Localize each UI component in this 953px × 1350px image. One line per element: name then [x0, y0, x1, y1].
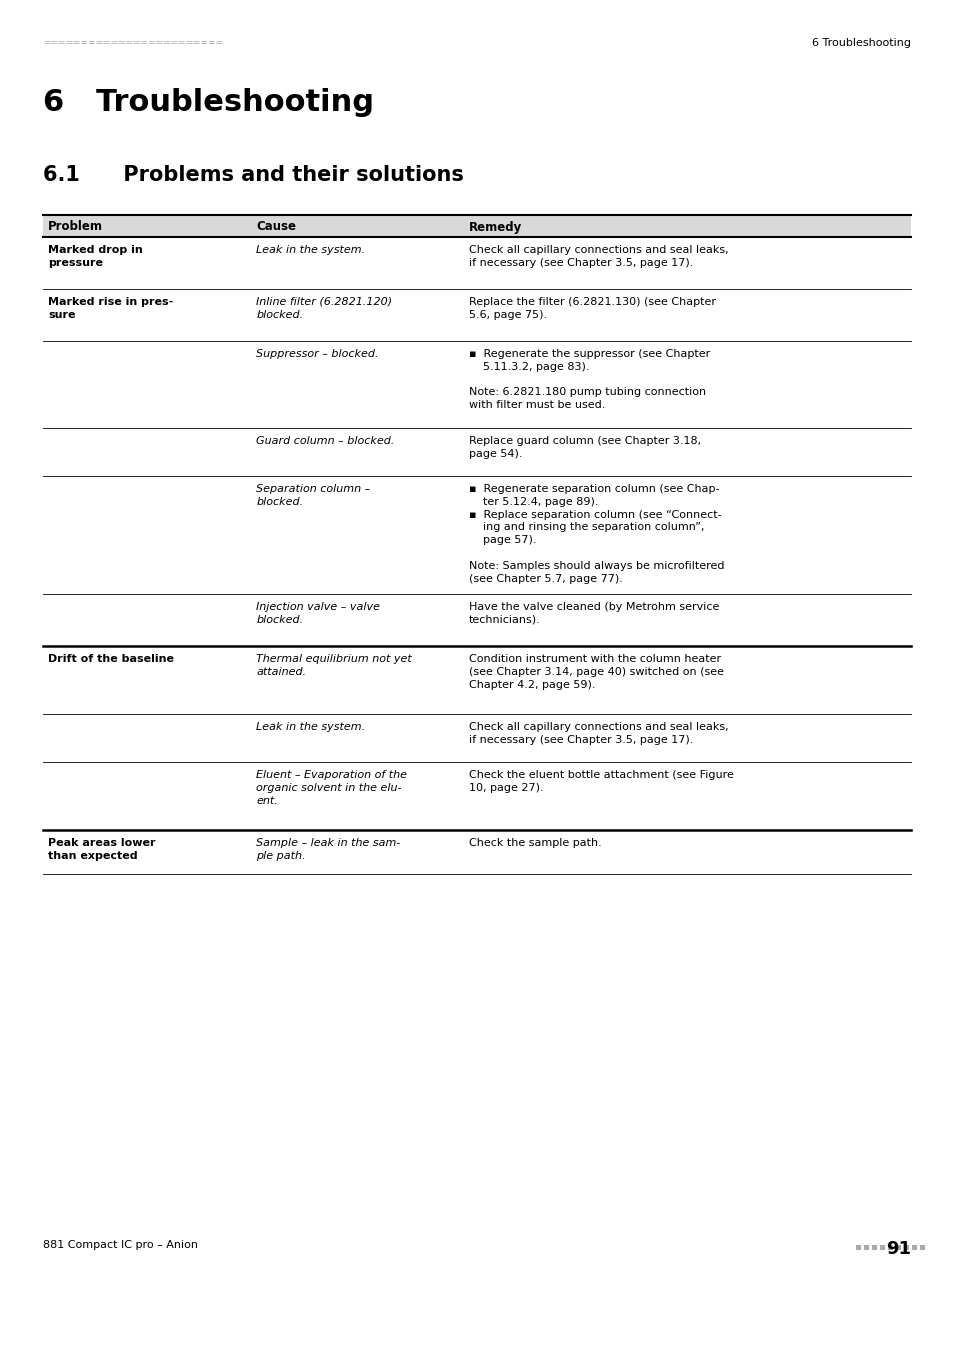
Text: Check all capillary connections and seal leaks,
if necessary (see Chapter 3.5, p: Check all capillary connections and seal… [469, 244, 728, 267]
Text: 881 Compact IC pro – Anion: 881 Compact IC pro – Anion [43, 1241, 198, 1250]
Text: Eluent – Evaporation of the
organic solvent in the elu-
ent.: Eluent – Evaporation of the organic solv… [256, 769, 407, 806]
Text: Marked drop in
pressure: Marked drop in pressure [48, 244, 143, 267]
Text: Leak in the system.: Leak in the system. [256, 722, 365, 732]
Text: Thermal equilibrium not yet
attained.: Thermal equilibrium not yet attained. [256, 653, 412, 676]
Text: Replace guard column (see Chapter 3.18,
page 54).: Replace guard column (see Chapter 3.18, … [469, 436, 700, 459]
Text: Marked rise in pres-
sure: Marked rise in pres- sure [48, 297, 173, 320]
Text: Replace the filter (6.2821.130) (see Chapter
5.6, page 75).: Replace the filter (6.2821.130) (see Cha… [469, 297, 716, 320]
Bar [863, 1245, 868, 1250]
Text: 91: 91 [885, 1241, 910, 1258]
Text: 6.1      Problems and their solutions: 6.1 Problems and their solutions [43, 165, 463, 185]
Text: Have the valve cleaned (by Metrohm service
technicians).: Have the valve cleaned (by Metrohm servi… [469, 602, 719, 625]
Text: Condition instrument with the column heater
(see Chapter 3.14, page 40) switched: Condition instrument with the column hea… [469, 653, 723, 690]
Text: Sample – leak in the sam-
ple path.: Sample – leak in the sam- ple path. [256, 838, 400, 861]
Bar [855, 1245, 861, 1250]
Text: Separation column –
blocked.: Separation column – blocked. [256, 485, 370, 506]
Text: ▪  Regenerate the suppressor (see Chapter
    5.11.3.2, page 83).

Note: 6.2821.: ▪ Regenerate the suppressor (see Chapter… [469, 350, 709, 410]
Text: Cause: Cause [256, 220, 296, 234]
Text: Suppressor – blocked.: Suppressor – blocked. [256, 350, 378, 359]
Text: 6 Troubleshooting: 6 Troubleshooting [811, 38, 910, 49]
Text: Inline filter (6.2821.120)
blocked.: Inline filter (6.2821.120) blocked. [256, 297, 392, 320]
Bar [895, 1245, 900, 1250]
Text: Check all capillary connections and seal leaks,
if necessary (see Chapter 3.5, p: Check all capillary connections and seal… [469, 722, 728, 745]
Bar [879, 1245, 884, 1250]
Text: ========================: ======================== [43, 38, 223, 47]
Bar [887, 1245, 892, 1250]
Text: 6   Troubleshooting: 6 Troubleshooting [43, 88, 374, 117]
Text: Check the sample path.: Check the sample path. [469, 838, 601, 848]
Text: Check the eluent bottle attachment (see Figure
10, page 27).: Check the eluent bottle attachment (see … [469, 769, 733, 792]
Bar [43, 215, 910, 238]
Text: Drift of the baseline: Drift of the baseline [48, 653, 173, 664]
Text: Guard column – blocked.: Guard column – blocked. [256, 436, 395, 446]
Text: Leak in the system.: Leak in the system. [256, 244, 365, 255]
Text: Remedy: Remedy [469, 220, 521, 234]
Text: Injection valve – valve
blocked.: Injection valve – valve blocked. [256, 602, 380, 625]
Text: Problem: Problem [48, 220, 103, 234]
Bar [919, 1245, 924, 1250]
Bar [903, 1245, 908, 1250]
Bar [911, 1245, 916, 1250]
Bar [871, 1245, 876, 1250]
Text: Peak areas lower
than expected: Peak areas lower than expected [48, 838, 155, 861]
Text: ▪  Regenerate separation column (see Chap-
    ter 5.12.4, page 89).
▪  Replace : ▪ Regenerate separation column (see Chap… [469, 485, 723, 583]
